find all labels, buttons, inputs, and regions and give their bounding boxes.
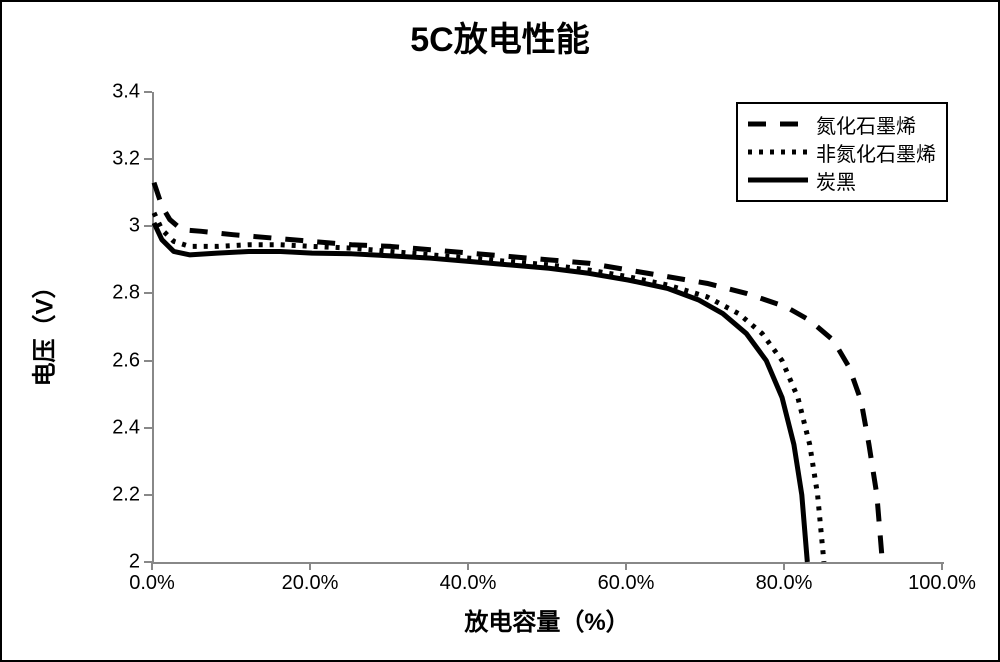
x-tick-label: 0.0% <box>102 572 202 595</box>
legend-label-n_graphene: 氮化石墨烯 <box>816 110 916 139</box>
series-carbon_black <box>154 223 807 562</box>
y-tick-mark <box>144 91 152 93</box>
y-tick-mark <box>144 494 152 496</box>
x-axis-label: 放电容量（%） <box>152 602 942 637</box>
y-tick-label: 2 <box>92 551 140 574</box>
legend-label-non_n_graphene: 非氮化石墨烯 <box>816 138 936 167</box>
y-tick-label: 3 <box>92 215 140 238</box>
y-tick-mark <box>144 360 152 362</box>
legend-swatch-n_graphene <box>748 114 808 134</box>
x-tick-mark <box>467 562 469 570</box>
chart-frame: 5C放电性能 电压（V） 放电容量（%） 氮化石墨烯非氮化石墨烯炭黑 2 2.2 2… <box>0 0 1000 662</box>
legend-box: 氮化石墨烯非氮化石墨烯炭黑 <box>736 102 948 202</box>
y-tick-mark <box>144 427 152 429</box>
chart-title: 5C放电性能 <box>2 12 998 61</box>
y-tick-label: 2.8 <box>92 282 140 305</box>
y-tick-label: 2.6 <box>92 349 140 372</box>
y-tick-label: 2.4 <box>92 416 140 439</box>
y-tick-label: 3.2 <box>92 148 140 171</box>
legend-item-non_n_graphene: 非氮化石墨烯 <box>748 138 936 166</box>
y-tick-label: 3.4 <box>92 81 140 104</box>
x-tick-mark <box>783 562 785 570</box>
y-tick-mark <box>144 292 152 294</box>
x-tick-label: 60.0% <box>576 572 676 595</box>
y-axis-label: 电压（V） <box>25 231 60 431</box>
y-tick-mark <box>144 158 152 160</box>
legend-label-carbon_black: 炭黑 <box>816 166 856 195</box>
legend-item-carbon_black: 炭黑 <box>748 166 936 194</box>
y-tick-mark <box>144 225 152 227</box>
legend-swatch-non_n_graphene <box>748 142 808 162</box>
x-tick-mark <box>151 562 153 570</box>
x-tick-label: 40.0% <box>418 572 518 595</box>
legend-swatch-carbon_black <box>748 170 808 190</box>
x-tick-mark <box>625 562 627 570</box>
x-tick-mark <box>309 562 311 570</box>
legend-item-n_graphene: 氮化石墨烯 <box>748 110 936 138</box>
x-tick-label: 20.0% <box>260 572 360 595</box>
x-tick-mark <box>941 562 943 570</box>
x-tick-label: 80.0% <box>734 572 834 595</box>
x-tick-label: 100.0% <box>892 572 992 595</box>
y-tick-label: 2.2 <box>92 483 140 506</box>
